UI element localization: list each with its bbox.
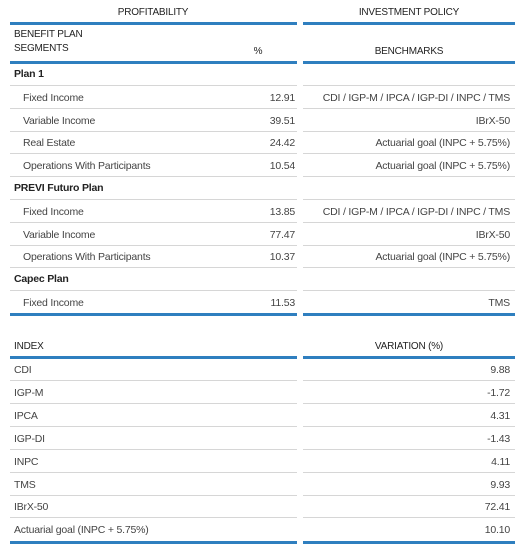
variation: 10.10: [484, 524, 510, 537]
benchmark: TMS: [488, 297, 510, 309]
row-divider: [10, 471, 297, 473]
rule: [10, 61, 297, 64]
index-name: Actuarial goal (INPC + 5.75%): [14, 524, 149, 537]
index-name: IGP-DI: [14, 432, 45, 445]
group-name: Capec Plan: [14, 273, 69, 286]
benchmark: CDI / IGP-M / IPCA / IGP-DI / INPC / TMS: [322, 205, 510, 218]
segment: Operations With Participants: [23, 251, 151, 264]
variation: 4.11: [491, 455, 510, 468]
row-divider: [10, 494, 297, 496]
row-divider: [303, 380, 515, 381]
index-name: IPCA: [14, 409, 38, 422]
section-header: INVESTMENT POLICY: [358, 7, 460, 18]
row-divider: [10, 517, 297, 519]
segment: Fixed Income: [23, 91, 84, 104]
row-divider: [10, 221, 297, 223]
variation: 4.31: [490, 409, 510, 422]
variation: 9.93: [490, 478, 510, 491]
benchmark: IBrX-50: [475, 228, 510, 241]
row-divider: [10, 380, 297, 381]
benchmark: CDI / IGP-M / IPCA / IGP-DI / INPC / TMS: [322, 91, 510, 104]
rule: [303, 61, 515, 64]
column-header: VARIATION (%): [374, 341, 444, 352]
row-divider: [303, 176, 515, 178]
row-divider: [10, 290, 297, 292]
section-header: PROFITABILITY: [117, 7, 189, 18]
row-divider: [10, 85, 297, 86]
column-header: %: [253, 46, 263, 57]
percent: 12.91: [269, 91, 295, 104]
row-divider: [10, 425, 297, 427]
percent: 10.54: [269, 160, 295, 173]
row-divider: [303, 290, 515, 292]
row-divider: [303, 85, 515, 86]
variation: 9.88: [490, 364, 510, 376]
percent: 39.51: [269, 114, 295, 127]
row-divider: [10, 448, 297, 450]
segment: Variable Income: [23, 228, 96, 241]
segment: Real Estate: [23, 137, 76, 150]
index-name: INPC: [14, 455, 39, 468]
row-divider: [303, 153, 515, 155]
row-divider: [10, 107, 297, 109]
group-name: PREVI Futuro Plan: [14, 182, 104, 194]
row-divider: [10, 153, 297, 155]
column-header: BENEFIT PLAN SEGMENTS: [14, 29, 83, 54]
index-name: TMS: [14, 478, 36, 491]
row-divider: [303, 517, 515, 519]
segment: Operations With Participants: [23, 160, 151, 173]
row-divider: [303, 267, 515, 269]
row-divider: [10, 267, 297, 269]
percent: 10.37: [269, 251, 295, 264]
row-divider: [303, 494, 515, 496]
segment: Variable Income: [23, 114, 96, 127]
row-divider: [303, 425, 515, 427]
index-name: IBrX-50: [14, 501, 49, 514]
row-divider: [303, 471, 515, 473]
percent: 11.53: [270, 297, 296, 309]
rule: [303, 22, 515, 25]
variation: -1.72: [487, 386, 510, 399]
rule: [10, 356, 297, 359]
index-name: CDI: [14, 364, 32, 376]
percent: 13.85: [269, 205, 295, 218]
rule: [10, 312, 297, 316]
rule: [303, 356, 515, 359]
row-divider: [303, 221, 515, 223]
row-divider: [10, 130, 297, 132]
benchmark: Actuarial goal (INPC + 5.75%): [375, 160, 510, 173]
variation: 72.41: [484, 501, 510, 514]
row-divider: [10, 176, 297, 178]
benchmark: Actuarial goal (INPC + 5.75%): [375, 137, 510, 150]
benchmark: Actuarial goal (INPC + 5.75%): [375, 251, 510, 264]
row-divider: [303, 107, 515, 109]
segment: Fixed Income: [23, 205, 84, 218]
row-divider: [10, 402, 297, 404]
column-header: BENCHMARKS: [374, 46, 444, 57]
segment: Fixed Income: [23, 297, 84, 309]
rule: [10, 22, 297, 25]
row-divider: [303, 448, 515, 450]
benchmark: IBrX-50: [475, 114, 510, 127]
rule: [303, 541, 515, 545]
row-divider: [303, 402, 515, 404]
variation: -1.43: [487, 432, 510, 445]
row-divider: [303, 199, 515, 200]
column-header: INDEX: [14, 341, 44, 352]
percent: 77.47: [269, 228, 295, 241]
row-divider: [303, 130, 515, 132]
index-name: IGP-M: [14, 386, 44, 399]
rule: [10, 541, 297, 545]
row-divider: [10, 199, 297, 200]
percent: 24.42: [269, 137, 295, 150]
group-name: Plan 1: [14, 68, 44, 80]
row-divider: [303, 244, 515, 246]
rule: [303, 312, 515, 316]
row-divider: [10, 244, 297, 246]
